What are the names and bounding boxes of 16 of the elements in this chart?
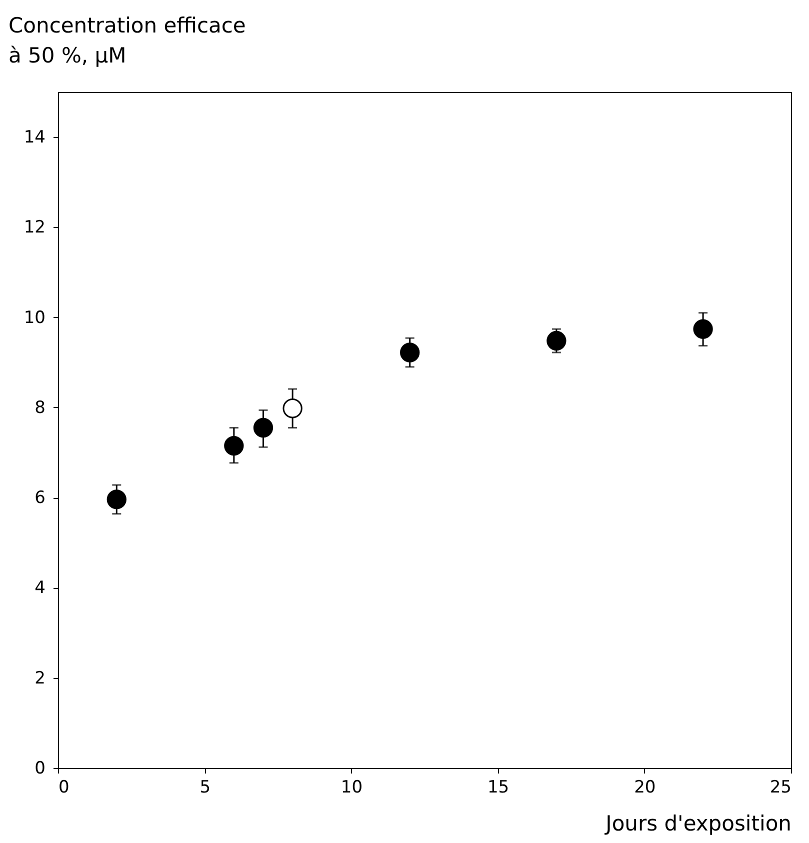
y-tick-label: 4 (34, 578, 46, 598)
y-tick-label: 12 (24, 218, 46, 238)
y-tick-label: 14 (24, 128, 46, 148)
x-tick-label: 20 (634, 778, 656, 798)
y-tick-label: 6 (34, 488, 46, 508)
x-axis-title: Jours d'exposition (604, 812, 792, 836)
x-tick-label: 10 (340, 778, 363, 798)
x-tick-label: 5 (200, 778, 211, 798)
y-tick-label: 10 (24, 308, 46, 328)
y-tick-label: 2 (34, 668, 46, 688)
y-tick-label: 8 (34, 398, 46, 418)
x-tick-label: 15 (487, 778, 510, 798)
y-tick-label: 0 (34, 758, 46, 778)
x-tick-label: 25 (770, 778, 792, 798)
y-axis-title: Concentration efficace à 50 %, µM (8, 14, 246, 68)
x-tick-label: 0 (58, 778, 70, 798)
